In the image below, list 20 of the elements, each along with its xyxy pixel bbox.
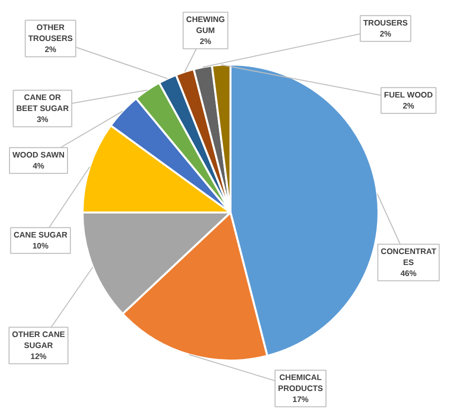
data-label: 2%	[44, 44, 56, 54]
slice-label: TROUSERS	[363, 18, 408, 28]
data-label: 17%	[292, 394, 309, 404]
slice-label: CANE SUGAR	[14, 230, 68, 240]
data-label: 46%	[400, 268, 417, 278]
slice-label: CHEMICAL PRODUCTS	[278, 373, 324, 393]
data-label: 12%	[30, 352, 47, 361]
data-label: 3%	[36, 114, 48, 124]
data-label: 10%	[32, 241, 49, 250]
data-label: 2%	[402, 101, 414, 110]
slice-label: CANE OR BEET SUGAR	[16, 93, 69, 113]
data-label: 4%	[32, 161, 44, 170]
slice-label: OTHER TROUSERS	[28, 23, 74, 43]
slice-label: CONCENTRATES	[380, 247, 436, 267]
slice-label: WOOD SAWN	[12, 150, 65, 160]
slice-label: OTHER CANE SUGAR	[12, 330, 66, 350]
data-label: 2%	[380, 29, 392, 38]
slice-label: FUEL WOOD	[384, 90, 434, 100]
data-label: 2%	[200, 36, 212, 46]
slice-label: CHEWING GUM	[186, 15, 225, 35]
